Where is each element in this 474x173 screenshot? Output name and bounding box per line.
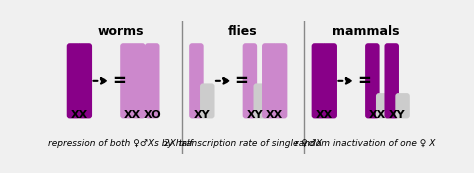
FancyBboxPatch shape (384, 43, 399, 119)
FancyBboxPatch shape (78, 43, 92, 119)
Text: random inactivation of one ♀ X: random inactivation of one ♀ X (295, 139, 436, 148)
FancyBboxPatch shape (254, 83, 268, 119)
Text: =: = (112, 72, 126, 90)
Text: =: = (357, 72, 371, 90)
FancyBboxPatch shape (376, 93, 391, 119)
FancyBboxPatch shape (395, 93, 410, 119)
FancyBboxPatch shape (273, 43, 287, 119)
Text: XX: XX (316, 110, 333, 120)
FancyBboxPatch shape (365, 43, 380, 119)
FancyBboxPatch shape (120, 43, 135, 119)
FancyBboxPatch shape (243, 43, 257, 119)
Text: mammals: mammals (332, 25, 399, 38)
FancyBboxPatch shape (67, 43, 81, 119)
FancyBboxPatch shape (189, 43, 204, 119)
Text: XX: XX (71, 110, 88, 120)
Text: XO: XO (144, 110, 161, 120)
FancyBboxPatch shape (200, 83, 215, 119)
FancyBboxPatch shape (145, 43, 159, 119)
Text: repression of both ♀♂Xs by half: repression of both ♀♂Xs by half (48, 139, 193, 148)
Text: 2X transcription rate of single ♀♂X: 2X transcription rate of single ♀♂X (164, 139, 322, 148)
Text: =: = (235, 72, 248, 90)
FancyBboxPatch shape (322, 43, 337, 119)
Text: worms: worms (97, 25, 144, 38)
Text: XX: XX (266, 110, 283, 120)
Text: XY: XY (247, 110, 264, 120)
FancyBboxPatch shape (131, 43, 146, 119)
Text: flies: flies (228, 25, 258, 38)
Text: XY: XY (193, 110, 210, 120)
Text: XX: XX (369, 110, 386, 120)
Text: XY: XY (389, 110, 405, 120)
FancyBboxPatch shape (262, 43, 276, 119)
Text: XX: XX (124, 110, 142, 120)
FancyBboxPatch shape (311, 43, 326, 119)
